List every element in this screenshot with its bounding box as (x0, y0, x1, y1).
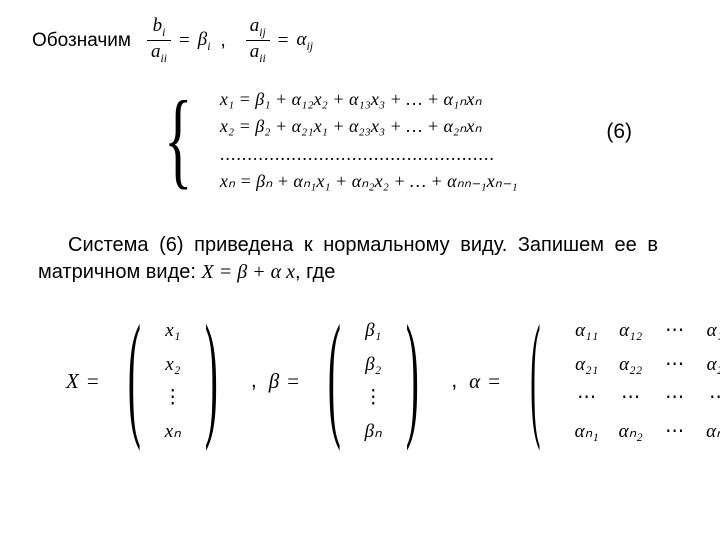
alpha-ij: αij (297, 27, 314, 55)
sep-comma-1: , (220, 28, 225, 54)
equals-X: = (87, 367, 99, 395)
equals-1: = (179, 28, 190, 54)
beta-sym-1: β (198, 29, 207, 50)
a2d: ⋯ (653, 352, 697, 378)
paren-left-icon: ( (328, 310, 341, 453)
frac1-num-base: b (153, 15, 163, 36)
sys-line-2: x₂ = β₂ + α₂₁x₁ + α₂₃x₃ + … + α₂ₙxₙ (220, 114, 518, 138)
beta-vector-entries: β₁ β₂ ⋮ βₙ (358, 310, 389, 453)
X-row-n: xₙ (163, 419, 182, 445)
and: ⋯ (653, 419, 697, 445)
sep-comma-2: , (251, 367, 257, 395)
beta-sub-i: i (207, 40, 210, 53)
paragraph: Система (6) приведена к нормальному виду… (38, 232, 658, 286)
sys-line-n: xₙ = βₙ + αₙ₁x₁ + αₙ₂x₂ + … + αₙₙ₋₁xₙ₋₁ (220, 169, 518, 193)
frac1-den-sub: ii (160, 52, 167, 65)
X-row-1: x₁ (163, 318, 182, 344)
equals-alpha: = (488, 367, 500, 395)
a22: α₂₂ (609, 352, 653, 378)
fraction-bi-aii: bi aii (147, 16, 171, 65)
frac2-num-base: a (250, 15, 260, 36)
para-text-pre: Система (6) приведена к нормальному виду… (38, 234, 658, 283)
beta-symbol: β (269, 367, 279, 395)
X-symbol: X (66, 367, 79, 395)
a2n: α₂ₙ (697, 352, 720, 378)
system-lines: x₁ = β₁ + α₁₂x₂ + α₁₃x₃ + … + α₁ₙxₙ x₂ =… (220, 84, 518, 196)
beta-row-1: β₁ (364, 318, 383, 344)
X-vector: ( x₁ x₂ ⋮ xₙ ) (111, 310, 235, 453)
frac1-num-sub: i (162, 26, 165, 39)
alpha-matrix-entries: α₁₁ α₁₂ ⋯ α₁ₙ α₂₁ α₂₂ ⋯ α₂ₙ ⋯ ⋯ ⋯ ⋯ αₙ₁ … (559, 310, 720, 453)
equation-system: { x₁ = β₁ + α₁₂x₂ + α₁₃x₃ + … + α₁ₙxₙ x₂… (164, 84, 518, 196)
beta-row-2: β₂ (364, 352, 383, 378)
X-row-dots: ⋮ (163, 385, 182, 411)
equation-number-6: (6) (606, 118, 632, 146)
label-oboznachim: Обозначим (32, 28, 131, 54)
ann: αₙₙ (697, 419, 720, 445)
X-row-2: x₂ (163, 352, 182, 378)
a21: α₂₁ (565, 352, 609, 378)
a12: α₁₂ (609, 318, 653, 344)
X-vector-entries: x₁ x₂ ⋮ xₙ (157, 310, 188, 453)
sys-line-dots: ........................................… (220, 142, 518, 166)
frac2-num-sub: ij (259, 26, 266, 39)
beta-row-dots: ⋮ (364, 385, 383, 411)
paren-right-icon: ) (405, 310, 418, 453)
beta-row-n: βₙ (364, 419, 383, 445)
frac2-den-sub: ii (259, 52, 266, 65)
a11: α₁₁ (565, 318, 609, 344)
alpha-sym-1: α (297, 29, 307, 50)
fraction-aij-aii: aij aii (246, 16, 270, 65)
matrix-definitions: X = ( x₁ x₂ ⋮ xₙ ) , β = ( β₁ β₂ ⋮ βₙ ) … (66, 310, 666, 453)
alpha-matrix: ( α₁₁ α₁₂ ⋯ α₁ₙ α₂₁ α₂₂ ⋯ α₂ₙ ⋯ ⋯ ⋯ ⋯ αₙ… (512, 310, 720, 453)
add: ⋯ (653, 385, 697, 411)
definition-line: Обозначим bi aii = βi , aij aii = αij (32, 16, 313, 65)
equals-beta: = (287, 367, 299, 395)
ad2: ⋯ (609, 385, 653, 411)
beta-vector: ( β₁ β₂ ⋮ βₙ ) (311, 310, 435, 453)
sys-line-1: x₁ = β₁ + α₁₂x₂ + α₁₃x₃ + … + α₁ₙxₙ (220, 87, 518, 111)
paren-right-icon: ) (205, 310, 218, 453)
alpha-sub-ij: ij (307, 40, 314, 53)
para-text-post: , где (295, 261, 335, 283)
an1: αₙ₁ (565, 419, 609, 445)
an2: αₙ₂ (609, 419, 653, 445)
ad1: ⋯ (565, 385, 609, 411)
sep-comma-3: , (451, 367, 457, 395)
a1d: ⋯ (653, 318, 697, 344)
beta-i: βi (198, 27, 211, 55)
equals-2: = (278, 28, 289, 54)
alpha-symbol: α (469, 367, 480, 395)
paren-left-icon: ( (127, 310, 140, 453)
paren-left-icon: ( (530, 310, 540, 453)
adn: ⋯ (697, 385, 720, 411)
matrix-equation-inline: X = β + α x (202, 261, 296, 283)
left-brace-icon: { (164, 86, 193, 194)
a1n: α₁ₙ (697, 318, 720, 344)
frac2-den-base: a (250, 41, 260, 62)
